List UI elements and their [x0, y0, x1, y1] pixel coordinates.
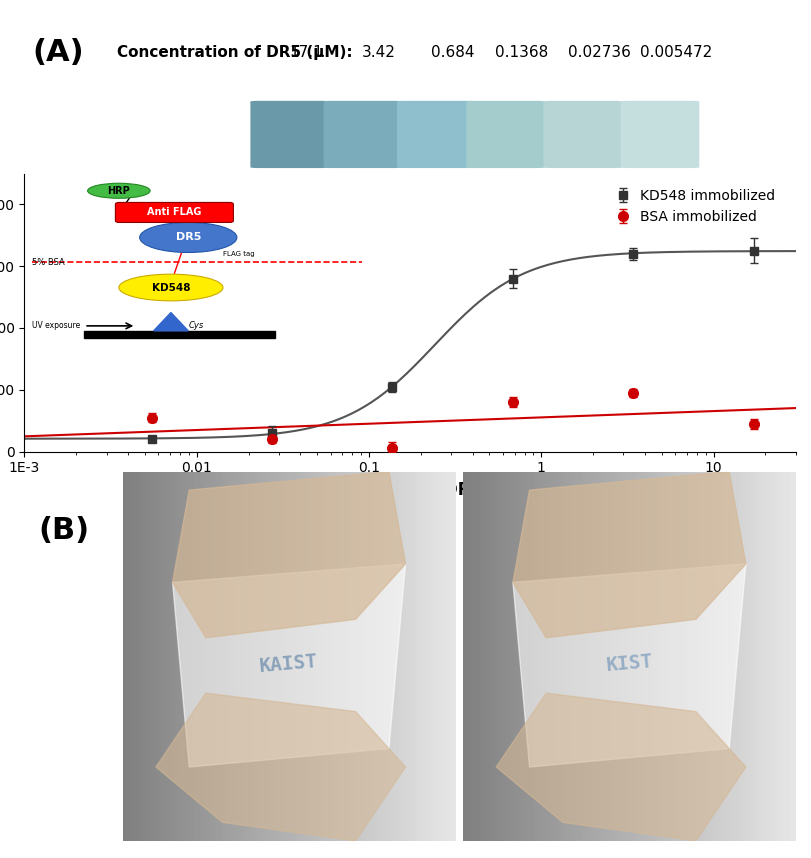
Text: 0.684: 0.684	[430, 45, 474, 60]
Text: 0.1368: 0.1368	[495, 45, 548, 60]
FancyBboxPatch shape	[620, 101, 698, 168]
FancyBboxPatch shape	[250, 101, 328, 168]
Text: 3.42: 3.42	[362, 45, 396, 60]
FancyBboxPatch shape	[397, 101, 475, 168]
Polygon shape	[173, 564, 405, 767]
Text: 0.02736: 0.02736	[567, 45, 629, 60]
FancyBboxPatch shape	[324, 101, 402, 168]
X-axis label: Concentration of DR5 (μM):: Concentration of DR5 (μM):	[281, 480, 538, 498]
Polygon shape	[513, 472, 745, 637]
Polygon shape	[513, 564, 745, 767]
Legend: KD548 immobilized, BSA immobilized: KD548 immobilized, BSA immobilized	[607, 184, 780, 229]
FancyBboxPatch shape	[466, 101, 544, 168]
Polygon shape	[496, 693, 745, 841]
Text: (B): (B)	[38, 516, 89, 545]
Text: KIST: KIST	[604, 652, 653, 675]
Polygon shape	[173, 472, 405, 637]
Text: Concentration of DR5 (μM):: Concentration of DR5 (μM):	[117, 45, 352, 60]
Text: KAIST: KAIST	[259, 651, 319, 675]
Text: (A): (A)	[32, 38, 84, 67]
Polygon shape	[156, 693, 405, 841]
FancyBboxPatch shape	[543, 101, 621, 168]
Text: 0.005472: 0.005472	[639, 45, 711, 60]
Text: 17.1: 17.1	[289, 45, 323, 60]
